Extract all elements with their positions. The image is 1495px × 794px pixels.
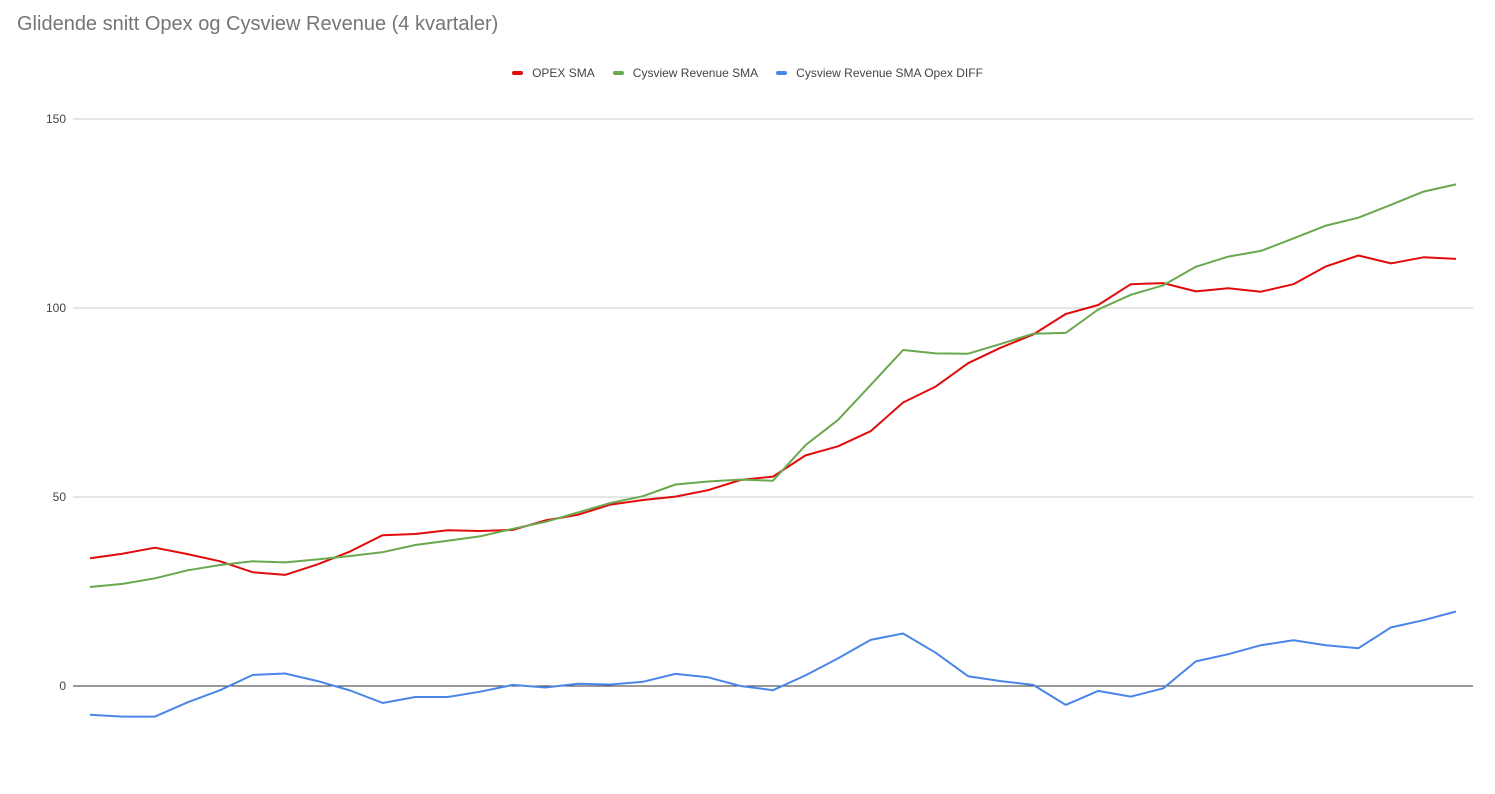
series-line-revenue-sma[interactable] — [89, 183, 1457, 588]
legend-swatch-revenue-sma — [612, 71, 624, 75]
legend-item-diff[interactable]: Cysview Revenue SMA Opex DIFF — [776, 66, 983, 80]
series-line-opex-sma[interactable] — [89, 254, 1457, 576]
legend: OPEX SMA Cysview Revenue SMA Cysview Rev… — [0, 66, 1495, 80]
legend-swatch-diff — [776, 71, 788, 75]
y-tick-label: 150 — [46, 112, 66, 126]
legend-label-diff: Cysview Revenue SMA Opex DIFF — [796, 66, 983, 80]
y-tick-label: 50 — [53, 490, 67, 504]
legend-label-revenue-sma: Cysview Revenue SMA — [632, 66, 759, 80]
series-line-diff[interactable] — [89, 610, 1457, 718]
legend-label-opex-sma: OPEX SMA — [532, 66, 595, 80]
y-tick-label: 100 — [46, 301, 66, 315]
legend-item-revenue-sma[interactable]: Cysview Revenue SMA — [612, 66, 759, 80]
y-tick-label: 0 — [59, 679, 66, 693]
legend-item-opex-sma[interactable]: OPEX SMA — [512, 66, 595, 80]
legend-swatch-opex-sma — [512, 71, 524, 75]
chart-title: Glidende snitt Opex og Cysview Revenue (… — [17, 13, 499, 35]
